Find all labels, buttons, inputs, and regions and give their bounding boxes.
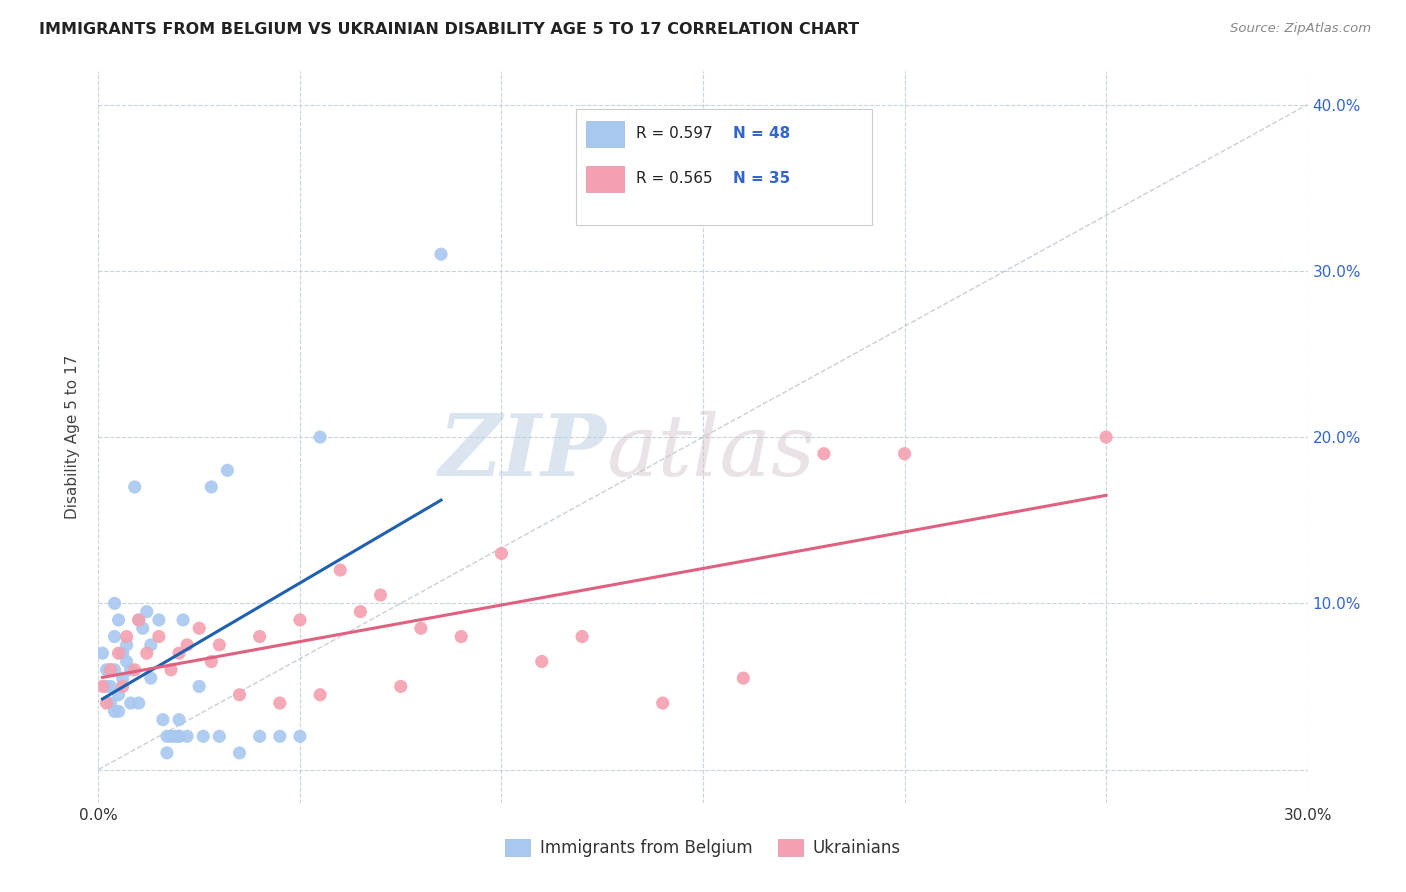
Point (139, 671, 162, 685)
Text: IMMIGRANTS FROM BELGIUM VS UKRAINIAN DISABILITY AGE 5 TO 17 CORRELATION CHART: IMMIGRANTS FROM BELGIUM VS UKRAINIAN DIS… (39, 22, 859, 37)
Point (107, 613, 129, 627)
Text: Source: ZipAtlas.com: Source: ZipAtlas.com (1230, 22, 1371, 36)
Point (132, 621, 155, 635)
Point (103, 630, 125, 644)
Point (200, 480, 222, 494)
Point (115, 630, 138, 644)
Point (309, 688, 332, 702)
Text: ZIP: ZIP (439, 410, 606, 493)
Point (91, 680, 114, 694)
Point (103, 663, 125, 677)
Point (269, 696, 291, 710)
Point (111, 680, 134, 694)
Point (349, 605, 371, 619)
Text: N = 48: N = 48 (734, 126, 790, 141)
Point (135, 605, 157, 619)
Point (1095, 430, 1118, 444)
Point (160, 729, 183, 743)
Y-axis label: Disability Age 5 to 17: Disability Age 5 to 17 (65, 355, 80, 519)
Text: N = 35: N = 35 (734, 171, 790, 186)
Point (107, 646, 129, 660)
FancyBboxPatch shape (576, 110, 872, 225)
Point (115, 655, 138, 669)
Point (156, 729, 179, 743)
Point (228, 746, 250, 760)
Point (651, 696, 673, 710)
Point (128, 696, 150, 710)
Point (733, 671, 755, 685)
Point (370, 588, 392, 602)
Text: R = 0.565: R = 0.565 (637, 171, 713, 186)
Point (100, 696, 122, 710)
Point (120, 663, 142, 677)
Point (200, 655, 222, 669)
Point (450, 630, 472, 644)
Point (128, 613, 150, 627)
Point (115, 638, 138, 652)
Point (813, 447, 835, 461)
Point (160, 663, 183, 677)
Point (128, 613, 150, 627)
Point (208, 729, 231, 743)
Point (148, 630, 170, 644)
Point (103, 596, 125, 610)
Point (100, 663, 122, 677)
Text: R = 0.597: R = 0.597 (637, 126, 713, 141)
Point (111, 671, 134, 685)
Point (530, 655, 553, 669)
Point (893, 447, 915, 461)
Point (107, 688, 129, 702)
Point (163, 729, 186, 743)
Point (139, 638, 162, 652)
Point (91, 646, 114, 660)
FancyBboxPatch shape (586, 166, 624, 192)
Point (100, 663, 122, 677)
Point (269, 729, 291, 743)
Point (208, 638, 231, 652)
Point (176, 638, 198, 652)
Point (249, 729, 271, 743)
Point (188, 621, 211, 635)
Point (217, 463, 239, 477)
FancyBboxPatch shape (586, 121, 624, 146)
Point (120, 696, 142, 710)
Point (100, 680, 122, 694)
Point (309, 430, 332, 444)
Point (193, 729, 215, 743)
Point (176, 729, 198, 743)
Point (491, 546, 513, 560)
Text: atlas: atlas (606, 410, 815, 493)
Point (430, 247, 453, 261)
Point (107, 705, 129, 719)
Point (188, 680, 211, 694)
Point (288, 613, 311, 627)
Point (167, 713, 190, 727)
Point (124, 663, 146, 677)
Point (111, 646, 134, 660)
Point (103, 705, 125, 719)
Point (135, 646, 157, 660)
Point (249, 630, 271, 644)
Legend: Immigrants from Belgium, Ukrainians: Immigrants from Belgium, Ukrainians (499, 832, 907, 864)
Point (409, 621, 432, 635)
Point (124, 480, 146, 494)
Point (148, 613, 170, 627)
Point (329, 563, 352, 577)
Point (167, 646, 190, 660)
Point (96, 663, 118, 677)
Point (96, 696, 118, 710)
Point (156, 746, 179, 760)
Point (167, 729, 190, 743)
Point (389, 680, 412, 694)
Point (228, 688, 250, 702)
Point (288, 729, 311, 743)
Point (571, 630, 593, 644)
Point (96, 680, 118, 694)
Point (152, 713, 174, 727)
Point (167, 729, 190, 743)
Point (172, 613, 194, 627)
